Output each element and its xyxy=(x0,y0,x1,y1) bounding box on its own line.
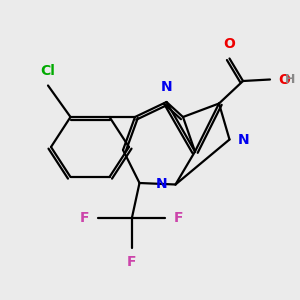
Text: F: F xyxy=(173,211,183,224)
Text: O: O xyxy=(278,73,290,86)
Text: Cl: Cl xyxy=(40,64,56,78)
Text: F: F xyxy=(80,211,89,224)
Text: H: H xyxy=(285,73,296,86)
Text: O: O xyxy=(224,37,236,51)
Text: N: N xyxy=(161,80,172,94)
Text: N: N xyxy=(238,133,250,146)
Text: F: F xyxy=(127,255,137,269)
Text: N: N xyxy=(155,178,167,191)
